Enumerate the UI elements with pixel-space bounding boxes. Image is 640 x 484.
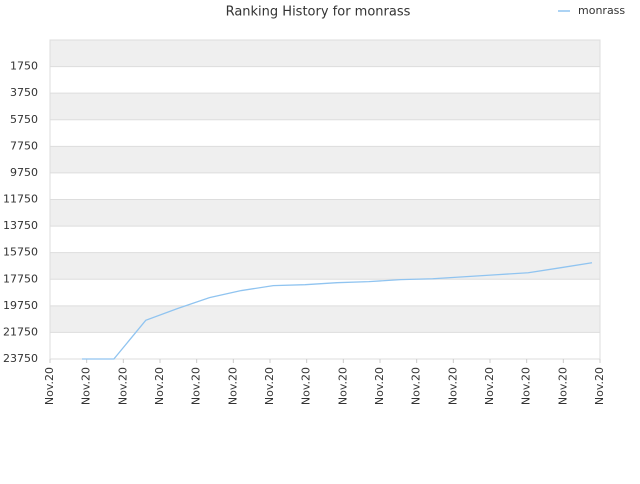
grid-band (50, 146, 600, 173)
y-tick-label: 3750 (10, 86, 38, 99)
x-tick-label: Nov.20 (190, 367, 203, 405)
y-tick-label: 1750 (10, 60, 38, 73)
grid-band (50, 199, 600, 227)
grid-band (50, 119, 600, 147)
grid-band (50, 305, 600, 333)
x-tick-label: Nov.20 (300, 367, 313, 405)
line (82, 262, 593, 360)
y-tick-label: 5750 (10, 113, 38, 126)
y-tick-label: 15750 (3, 246, 38, 259)
x-tick-label: Nov.20 (80, 367, 93, 405)
x-tick-label: Nov.20 (226, 367, 239, 405)
y-tick-label: 9750 (10, 166, 38, 179)
plot-border (49, 39, 601, 360)
x-tick-label: Nov.20 (593, 367, 606, 405)
y-tick-label: 21750 (3, 325, 38, 338)
x-tick-label: Nov.20 (336, 367, 349, 405)
grid-band (50, 66, 600, 94)
grid-band (50, 172, 600, 200)
y-tick-label: 17750 (3, 272, 38, 285)
x-tick-label: Nov.20 (116, 367, 129, 405)
y-tick-label: 7750 (10, 139, 38, 152)
grid-band (50, 40, 600, 67)
x-tick-label: Nov.20 (520, 367, 533, 405)
y-tick-label: 13750 (3, 219, 38, 232)
x-tick-label: Nov.20 (446, 367, 459, 405)
grid-band (50, 226, 600, 253)
x-tick-label: Nov.20 (373, 367, 386, 405)
chart-title: Ranking History for monrass (226, 5, 411, 20)
y-tick-label: 23750 (3, 352, 38, 365)
x-tick-label: Nov.20 (153, 367, 166, 405)
y-tick-label: 19750 (3, 299, 38, 312)
x-tick-label: Nov.20 (483, 367, 496, 405)
grid-band (50, 252, 600, 280)
x-tick-label: Nov.20 (43, 367, 56, 405)
y-tick-label: 11750 (3, 193, 38, 206)
x-tick-label: Nov.20 (556, 367, 569, 405)
x-tick-label: Nov.20 (410, 367, 423, 405)
grid-band (50, 93, 600, 120)
x-tick-label: Nov.20 (263, 367, 276, 405)
legend-label: monrass (578, 4, 625, 17)
grid-band (50, 332, 600, 359)
